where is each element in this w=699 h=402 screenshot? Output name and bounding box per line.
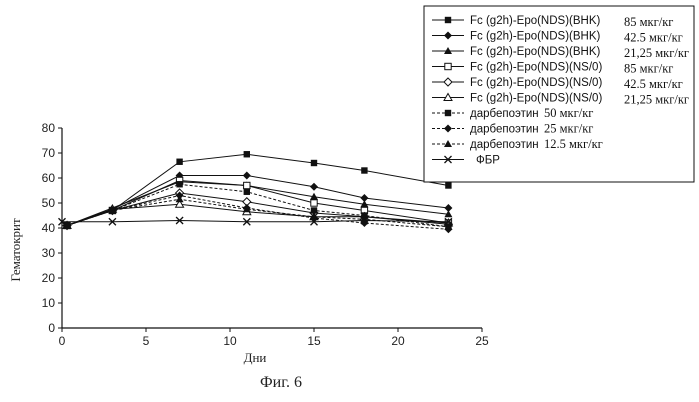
x-tick-label: 25 bbox=[475, 334, 489, 348]
data-point bbox=[445, 182, 451, 188]
y-tick-label: 70 bbox=[42, 146, 56, 160]
series-10 bbox=[59, 217, 452, 225]
legend-label: Fc (g2h)-Epo(NDS)(BHK) bbox=[470, 31, 601, 43]
series-layer bbox=[59, 151, 453, 233]
legend-dose: 85 мкг/кг bbox=[624, 62, 673, 76]
legend-item: Fc (g2h)-Epo(NDS)(NS/0) 21,25 мкг/кг bbox=[432, 93, 689, 107]
figure-caption: Фиг. 6 bbox=[260, 374, 302, 391]
legend-dose: 21,25 мкг/кг bbox=[624, 93, 689, 107]
y-tick-label: 10 bbox=[42, 296, 56, 310]
legend-label: Fc (g2h)-Epo(NDS)(BHK) bbox=[470, 46, 601, 58]
legend-dose: 42.5 мкг/кг bbox=[624, 77, 683, 91]
data-point bbox=[311, 207, 317, 213]
axes: 0 10 20 30 40 50 60 70 80 0 5 10 15 20 25 bbox=[42, 121, 489, 348]
legend-marker bbox=[445, 63, 451, 69]
legend-item: Fc (g2h)-Epo(NDS)(NS/0) 42.5 мкг/кг bbox=[432, 77, 683, 91]
y-tick-label: 50 bbox=[42, 196, 56, 210]
legend-label: Fc (g2h)-Epo(NDS)(BHK) bbox=[470, 15, 601, 27]
x-axis-label: Дни bbox=[244, 350, 267, 365]
legend-marker bbox=[445, 17, 451, 23]
series-line bbox=[67, 176, 448, 226]
legend-item: Fc (g2h)-Epo(NDS)(BHK) 42.5 мкг/кг bbox=[432, 31, 683, 45]
data-point bbox=[311, 160, 317, 166]
legend-dose: 25 мкг/кг bbox=[544, 122, 593, 136]
x-tick-label: 0 bbox=[59, 334, 66, 348]
y-axis-label: Гематокрит bbox=[8, 218, 23, 282]
legend-marker bbox=[445, 110, 451, 116]
data-point bbox=[310, 183, 318, 191]
legend-dose: 21,25 мкг/кг bbox=[624, 46, 689, 60]
data-point bbox=[311, 200, 317, 206]
legend-item: Fc (g2h)-Epo(NDS)(BHK) 21,25 мкг/кг bbox=[432, 46, 689, 60]
legend-label: дарбепоэтин bbox=[470, 108, 539, 120]
legend-label: дарбепоэтин bbox=[470, 139, 539, 151]
legend-label: Fc (g2h)-Epo(NDS)(NS/0) bbox=[470, 93, 602, 105]
x-tick-label: 10 bbox=[223, 334, 237, 348]
y-tick-label: 0 bbox=[48, 321, 55, 335]
data-point bbox=[361, 167, 367, 173]
series-line bbox=[62, 221, 448, 222]
x-tick-label: 5 bbox=[143, 334, 150, 348]
legend-dose: 85 мкг/кг bbox=[624, 15, 673, 29]
legend-dose: 12.5 мкг/кг bbox=[544, 137, 603, 151]
data-point bbox=[244, 189, 250, 195]
legend-dose: 50 мкг/кг bbox=[544, 106, 593, 120]
legend-label: дарбепоэтин bbox=[470, 124, 539, 136]
series-1 bbox=[64, 151, 452, 229]
x-tick-label: 20 bbox=[391, 334, 405, 348]
x-tick-label: 15 bbox=[307, 334, 321, 348]
hematocrit-line-chart: 0 10 20 30 40 50 60 70 80 0 5 10 15 20 25 Fc (g2h)-Epo… bbox=[0, 0, 699, 402]
data-point bbox=[244, 182, 250, 188]
legend-label: ФБР bbox=[476, 155, 500, 167]
legend: Fc (g2h)-Epo(NDS)(BHK)85 мкг/кгFc (g2h)-… bbox=[424, 6, 694, 182]
y-tick-label: 60 bbox=[42, 171, 56, 185]
data-point bbox=[176, 159, 182, 165]
data-point bbox=[244, 151, 250, 157]
y-tick-label: 40 bbox=[42, 221, 56, 235]
data-point bbox=[243, 172, 251, 180]
data-point bbox=[176, 181, 182, 187]
y-tick-label: 20 bbox=[42, 271, 56, 285]
legend-label: Fc (g2h)-Epo(NDS)(NS/0) bbox=[470, 62, 602, 74]
legend-label: Fc (g2h)-Epo(NDS)(NS/0) bbox=[470, 77, 602, 89]
y-tick-label: 30 bbox=[42, 246, 56, 260]
legend-dose: 42.5 мкг/кг bbox=[624, 31, 683, 45]
y-tick-label: 80 bbox=[42, 121, 56, 135]
